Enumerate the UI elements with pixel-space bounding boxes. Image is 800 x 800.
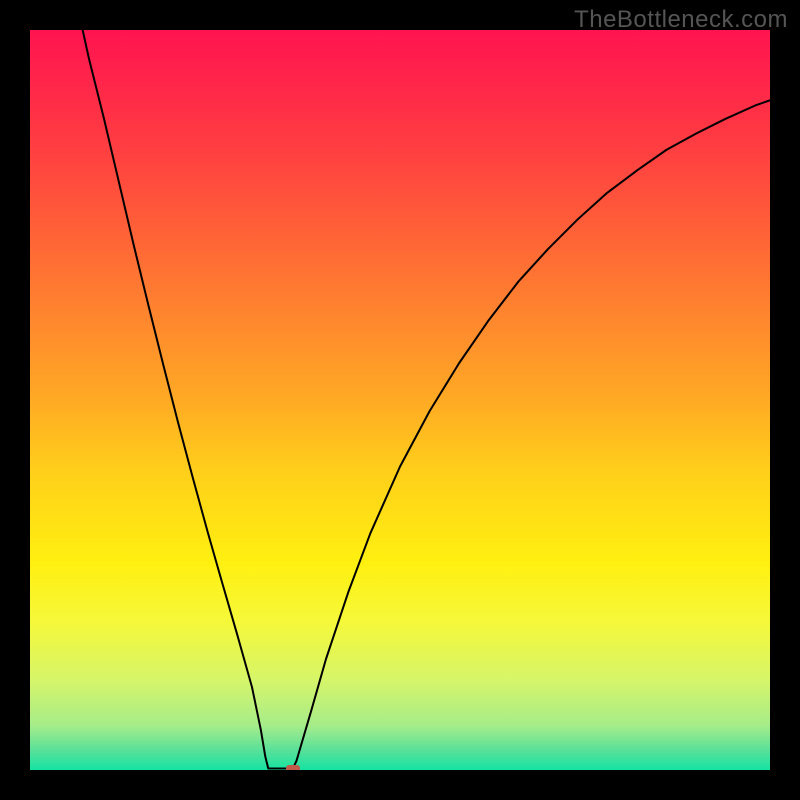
bottleneck-curve — [30, 30, 770, 770]
minimum-marker — [286, 765, 300, 770]
chart-frame: TheBottleneck.com — [0, 0, 800, 800]
plot-area — [30, 30, 770, 770]
